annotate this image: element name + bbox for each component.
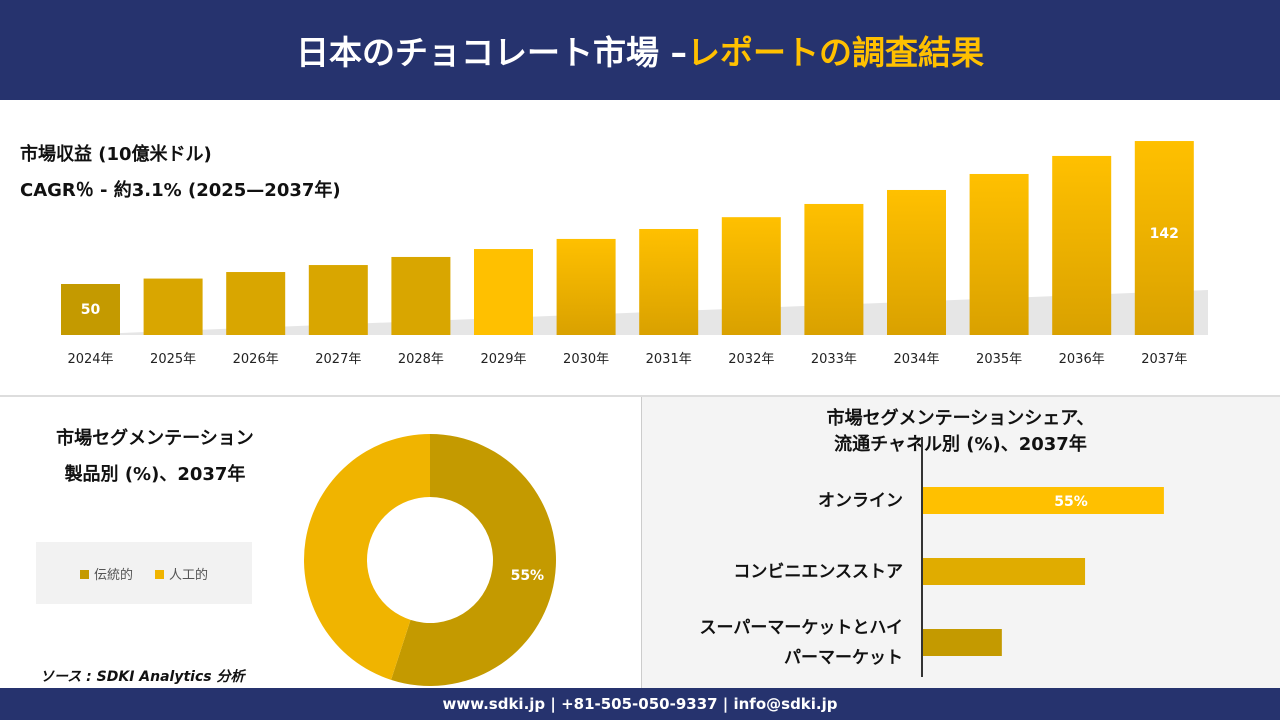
bar-2030年 [556,238,616,335]
channel-chart-title-2: 流通チャネル別 (%)、2037年 [834,434,1087,455]
channel-label: オンライン [818,491,903,511]
bar-data-label: 142 [1150,226,1179,242]
revenue-bar-chart: 2024年 50 2025年 2026年 2027年 2028年 2029年 2030年 203… [61,141,1208,367]
channel-label: スーパーマーケットとハイ [700,618,904,638]
bar-2032年 [721,217,781,335]
source-note: ソース : SDKI Analytics 分析 [40,669,245,685]
bar-2037年 [1134,141,1194,335]
bar-2031年 [639,228,699,335]
product-donut-chart: 55% [303,434,556,686]
bar-2036年 [1052,155,1112,335]
bar-2035年 [969,173,1029,335]
channel-bar [923,487,1164,514]
bar-2025年 [143,278,203,335]
bar-2028年 [391,256,451,335]
legend-item-traditional: 伝統的 [79,564,133,583]
x-tick-label: 2027年 [315,352,361,367]
x-tick-label: 2024年 [67,352,113,367]
product-chart-title-2: 製品別 (%)、2037年 [64,464,246,485]
x-tick-label: 2037年 [1141,352,1187,367]
bar-2027年 [308,265,368,335]
x-tick-label: 2030年 [563,352,609,367]
channel-bar [923,558,1086,585]
bar-2033年 [804,203,864,335]
x-tick-label: 2034年 [893,352,939,367]
donut-legend: 伝統的 人工的 [36,542,252,604]
section-divider [0,395,1280,397]
donut-slice-伝統的 [391,434,556,686]
channel-label: パーマーケット [784,648,903,668]
revenue-chart-title: 市場収益 (10億米ドル) [20,144,212,165]
x-tick-label: 2033年 [811,352,857,367]
legend-item-artificial: 人工的 [155,564,208,583]
bar-2029年 [474,249,533,335]
x-tick-label: 2032年 [728,352,774,367]
x-tick-label: 2029年 [480,352,526,367]
product-chart-title-1: 市場セグメンテーション [56,428,254,449]
bar-2026年 [226,272,286,335]
header-banner: 日本のチョコレート市場 – レポートの調査結果 [0,0,1280,100]
donut-data-label: 55% [511,568,545,584]
bar-data-label: 50 [81,302,101,318]
title-main: 日本のチョコレート市場 – [296,33,687,72]
channel-data-label: 55% [1054,494,1088,510]
bar-2024年 [61,284,120,335]
x-tick-label: 2028年 [398,352,444,367]
channel-label: コンビニエンスストア [733,562,903,582]
x-tick-label: 2035年 [976,352,1022,367]
channel-bar [923,629,1002,656]
x-tick-label: 2026年 [233,352,279,367]
cagr-subtitle: CAGR％ - 約3.1% (2025—2037年) [20,180,341,201]
donut-slice-人工的 [303,434,430,680]
bar-2034年 [887,189,946,335]
channel-chart-title-1: 市場セグメンテーションシェア、 [826,408,1095,429]
title-accent: レポートの調査結果 [687,33,984,72]
x-tick-label: 2031年 [646,352,692,367]
x-tick-label: 2036年 [1059,352,1105,367]
x-tick-label: 2025年 [150,352,196,367]
footer-contact: www.sdki.jp | +81-505-050-9337 | info@sd… [0,688,1280,720]
